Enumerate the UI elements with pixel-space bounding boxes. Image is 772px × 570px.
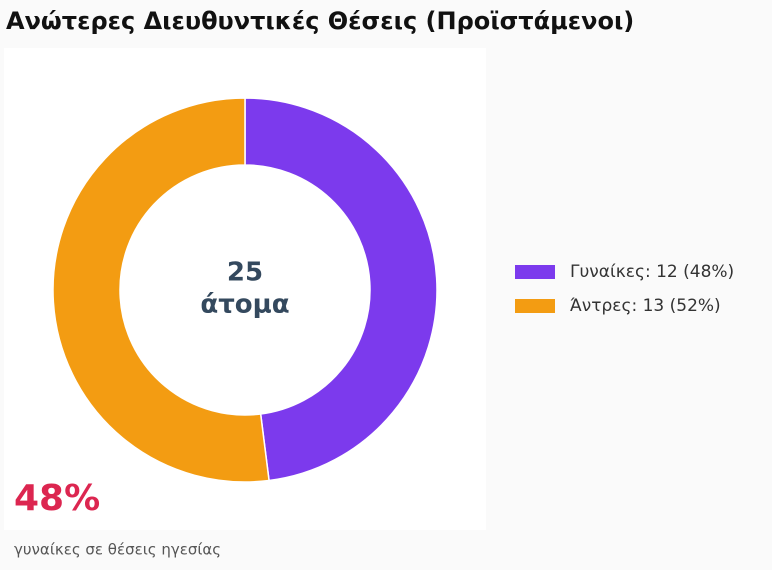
chart-title: Ανώτερες Διευθυντικές Θέσεις (Προϊστάμεν…: [6, 7, 634, 35]
donut-segment: [244, 97, 438, 482]
legend-label: Γυναίκες: 12 (48%): [570, 262, 734, 282]
center-total: 25: [227, 258, 263, 288]
stat-label: 48%: [14, 478, 100, 519]
stat-caption: γυναίκες σε θέσεις ηγεσίας: [14, 541, 221, 559]
legend-label: Άντρες: 13 (52%): [570, 296, 721, 316]
donut-segment: [52, 97, 270, 483]
legend-swatch: [515, 299, 555, 313]
legend-swatch: [515, 265, 555, 279]
center-label: άτομα: [200, 290, 289, 320]
